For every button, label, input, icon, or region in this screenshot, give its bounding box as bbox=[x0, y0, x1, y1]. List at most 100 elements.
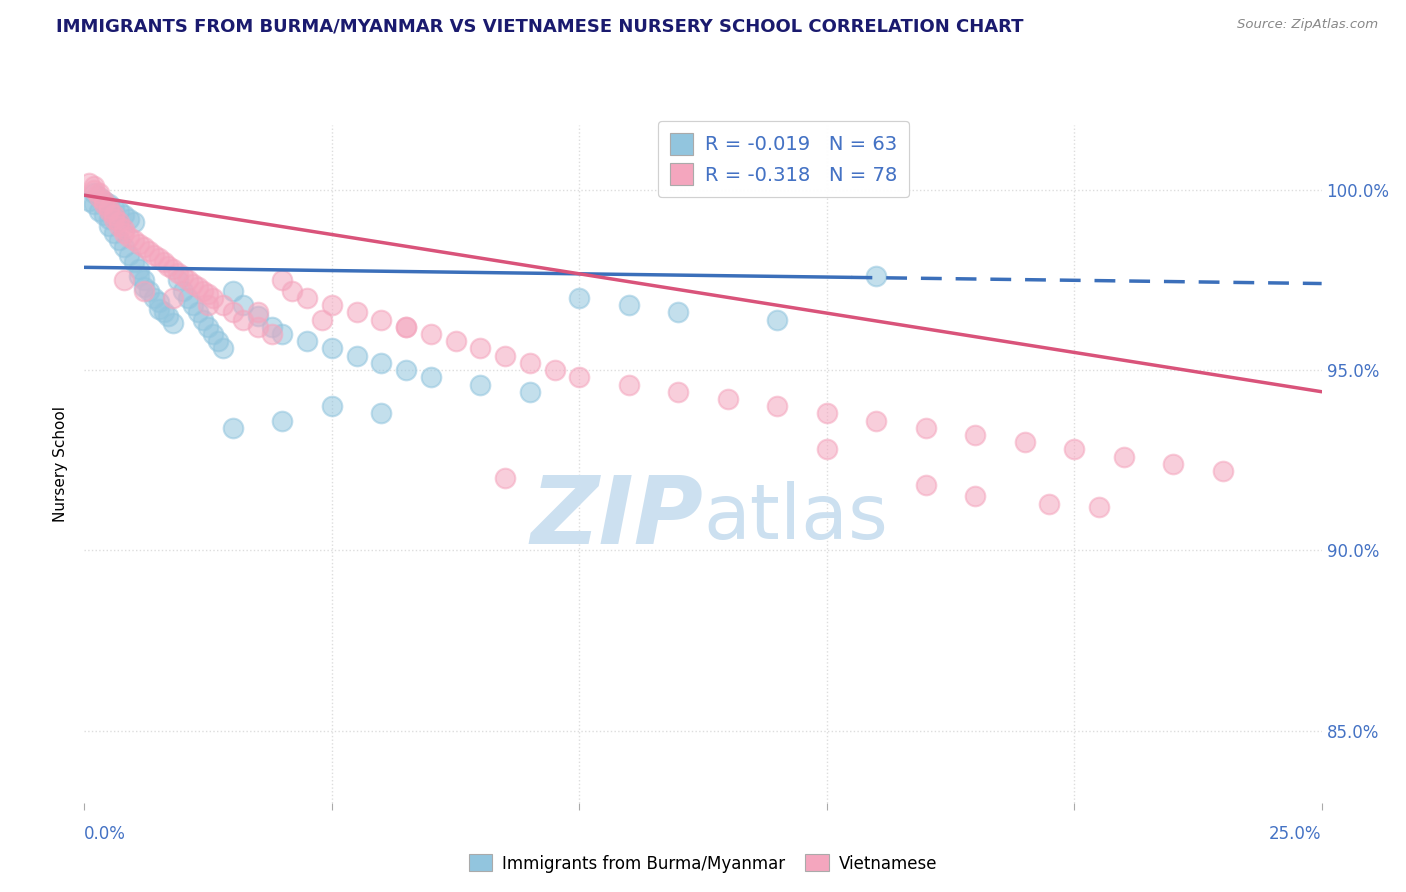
Point bbox=[122, 255, 145, 269]
Point bbox=[207, 334, 229, 349]
Point bbox=[494, 349, 516, 363]
Point bbox=[666, 384, 689, 399]
Point bbox=[108, 219, 131, 233]
Point bbox=[167, 266, 190, 280]
Point bbox=[914, 421, 936, 435]
Point bbox=[262, 326, 284, 341]
Point bbox=[395, 319, 418, 334]
Point bbox=[1063, 442, 1085, 457]
Point bbox=[172, 284, 194, 298]
Point bbox=[271, 413, 294, 427]
Point bbox=[419, 326, 441, 341]
Point bbox=[152, 255, 174, 269]
Point bbox=[519, 356, 541, 370]
Point bbox=[118, 229, 141, 244]
Point bbox=[865, 413, 887, 427]
Point bbox=[142, 248, 165, 262]
Point bbox=[1161, 457, 1184, 471]
Text: Source: ZipAtlas.com: Source: ZipAtlas.com bbox=[1237, 18, 1378, 31]
Point bbox=[89, 190, 111, 204]
Point bbox=[98, 211, 121, 226]
Point bbox=[246, 305, 269, 319]
Point bbox=[177, 273, 200, 287]
Point bbox=[262, 319, 284, 334]
Point bbox=[191, 312, 214, 326]
Point bbox=[128, 236, 150, 251]
Point bbox=[568, 291, 591, 305]
Point bbox=[83, 179, 105, 194]
Text: 25.0%: 25.0% bbox=[1270, 825, 1322, 843]
Point bbox=[191, 284, 214, 298]
Point bbox=[167, 273, 190, 287]
Text: atlas: atlas bbox=[703, 481, 887, 555]
Point bbox=[112, 240, 135, 254]
Point bbox=[83, 186, 105, 201]
Point bbox=[246, 319, 269, 334]
Point bbox=[103, 226, 125, 240]
Point bbox=[187, 280, 209, 294]
Text: 0.0%: 0.0% bbox=[84, 825, 127, 843]
Point bbox=[717, 392, 740, 406]
Point bbox=[108, 204, 131, 219]
Point bbox=[172, 269, 194, 284]
Legend: Immigrants from Burma/Myanmar, Vietnamese: Immigrants from Burma/Myanmar, Vietnames… bbox=[463, 847, 943, 880]
Point bbox=[865, 269, 887, 284]
Point bbox=[1038, 496, 1060, 510]
Point bbox=[232, 298, 254, 312]
Point bbox=[98, 201, 121, 215]
Point bbox=[395, 319, 418, 334]
Point bbox=[162, 262, 184, 277]
Point bbox=[98, 197, 121, 211]
Point bbox=[346, 349, 368, 363]
Point bbox=[197, 287, 219, 301]
Point bbox=[370, 312, 392, 326]
Point bbox=[112, 273, 135, 287]
Point bbox=[132, 273, 155, 287]
Point bbox=[271, 326, 294, 341]
Point bbox=[128, 262, 150, 277]
Point bbox=[162, 316, 184, 330]
Point bbox=[132, 240, 155, 254]
Point bbox=[1088, 500, 1111, 515]
Point bbox=[281, 284, 304, 298]
Point bbox=[148, 252, 170, 266]
Point bbox=[148, 301, 170, 316]
Point bbox=[617, 298, 640, 312]
Point bbox=[965, 489, 987, 503]
Legend: R = -0.019   N = 63, R = -0.318   N = 78: R = -0.019 N = 63, R = -0.318 N = 78 bbox=[658, 121, 908, 197]
Point bbox=[138, 284, 160, 298]
Point bbox=[1212, 464, 1234, 478]
Point bbox=[177, 291, 200, 305]
Point bbox=[187, 305, 209, 319]
Point bbox=[98, 204, 121, 219]
Point bbox=[89, 204, 111, 219]
Point bbox=[93, 194, 115, 208]
Point bbox=[122, 233, 145, 247]
Point bbox=[222, 305, 245, 319]
Point bbox=[181, 277, 204, 291]
Point bbox=[321, 298, 343, 312]
Point bbox=[815, 406, 838, 420]
Point bbox=[470, 377, 492, 392]
Point bbox=[321, 399, 343, 413]
Point bbox=[93, 197, 115, 211]
Point bbox=[108, 233, 131, 247]
Point bbox=[321, 342, 343, 356]
Point bbox=[108, 215, 131, 229]
Point bbox=[311, 312, 333, 326]
Point bbox=[395, 363, 418, 377]
Text: IMMIGRANTS FROM BURMA/MYANMAR VS VIETNAMESE NURSERY SCHOOL CORRELATION CHART: IMMIGRANTS FROM BURMA/MYANMAR VS VIETNAM… bbox=[56, 18, 1024, 36]
Y-axis label: Nursery School: Nursery School bbox=[53, 406, 69, 522]
Point bbox=[103, 201, 125, 215]
Point bbox=[494, 471, 516, 485]
Point bbox=[295, 334, 318, 349]
Point bbox=[118, 211, 141, 226]
Point bbox=[83, 197, 105, 211]
Point bbox=[295, 291, 318, 305]
Point bbox=[666, 305, 689, 319]
Point bbox=[112, 226, 135, 240]
Point bbox=[152, 305, 174, 319]
Point bbox=[202, 291, 225, 305]
Point bbox=[142, 291, 165, 305]
Point bbox=[162, 291, 184, 305]
